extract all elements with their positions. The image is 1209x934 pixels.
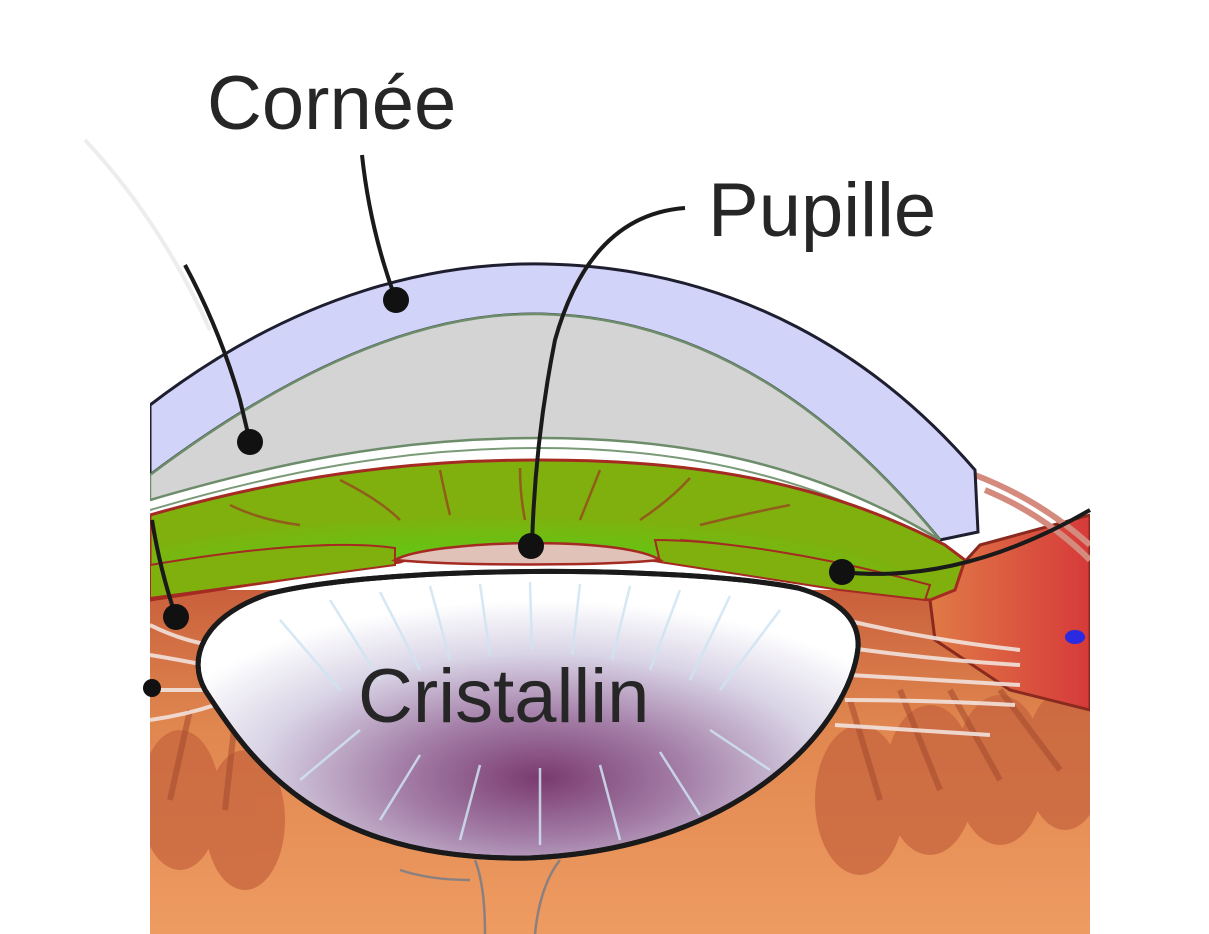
bottom-lines <box>399 859 561 934</box>
eye-illustration <box>150 262 1090 934</box>
dot-pupil <box>518 533 544 559</box>
dot-zonule <box>143 679 161 697</box>
dot-iris <box>829 559 855 585</box>
iris-band-left <box>150 543 396 600</box>
ciliary-processes <box>150 690 1090 890</box>
anterior-chamber <box>150 312 941 542</box>
left-faded-leader <box>83 138 212 331</box>
leader-chamber <box>183 264 252 443</box>
dot-chamber <box>237 429 263 455</box>
label-cornea: Cornée <box>207 61 456 146</box>
sclera-strands <box>973 472 1090 563</box>
label-lens: Cristallin <box>358 654 649 739</box>
leader-dots <box>143 287 855 697</box>
leader-cornea <box>360 154 398 301</box>
label-pupil: Pupille <box>708 168 936 253</box>
blood-vessel-dot <box>1065 630 1085 644</box>
lens-fibers <box>279 581 781 845</box>
iris-band-right <box>653 538 932 602</box>
leader-iris-right <box>841 508 1091 576</box>
lens-outline <box>195 568 861 861</box>
dot-ciliary <box>163 604 189 630</box>
dot-cornea <box>383 287 409 313</box>
leader-pupil <box>530 206 686 546</box>
